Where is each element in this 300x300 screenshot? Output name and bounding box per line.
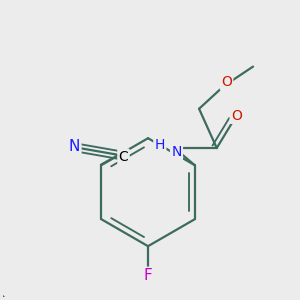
Text: H: H xyxy=(154,138,165,152)
Text: N: N xyxy=(69,139,80,154)
Text: F: F xyxy=(144,268,152,283)
Text: C: C xyxy=(118,150,128,164)
Text: N: N xyxy=(171,145,182,159)
Text: O: O xyxy=(231,109,242,123)
Text: O: O xyxy=(221,75,232,89)
